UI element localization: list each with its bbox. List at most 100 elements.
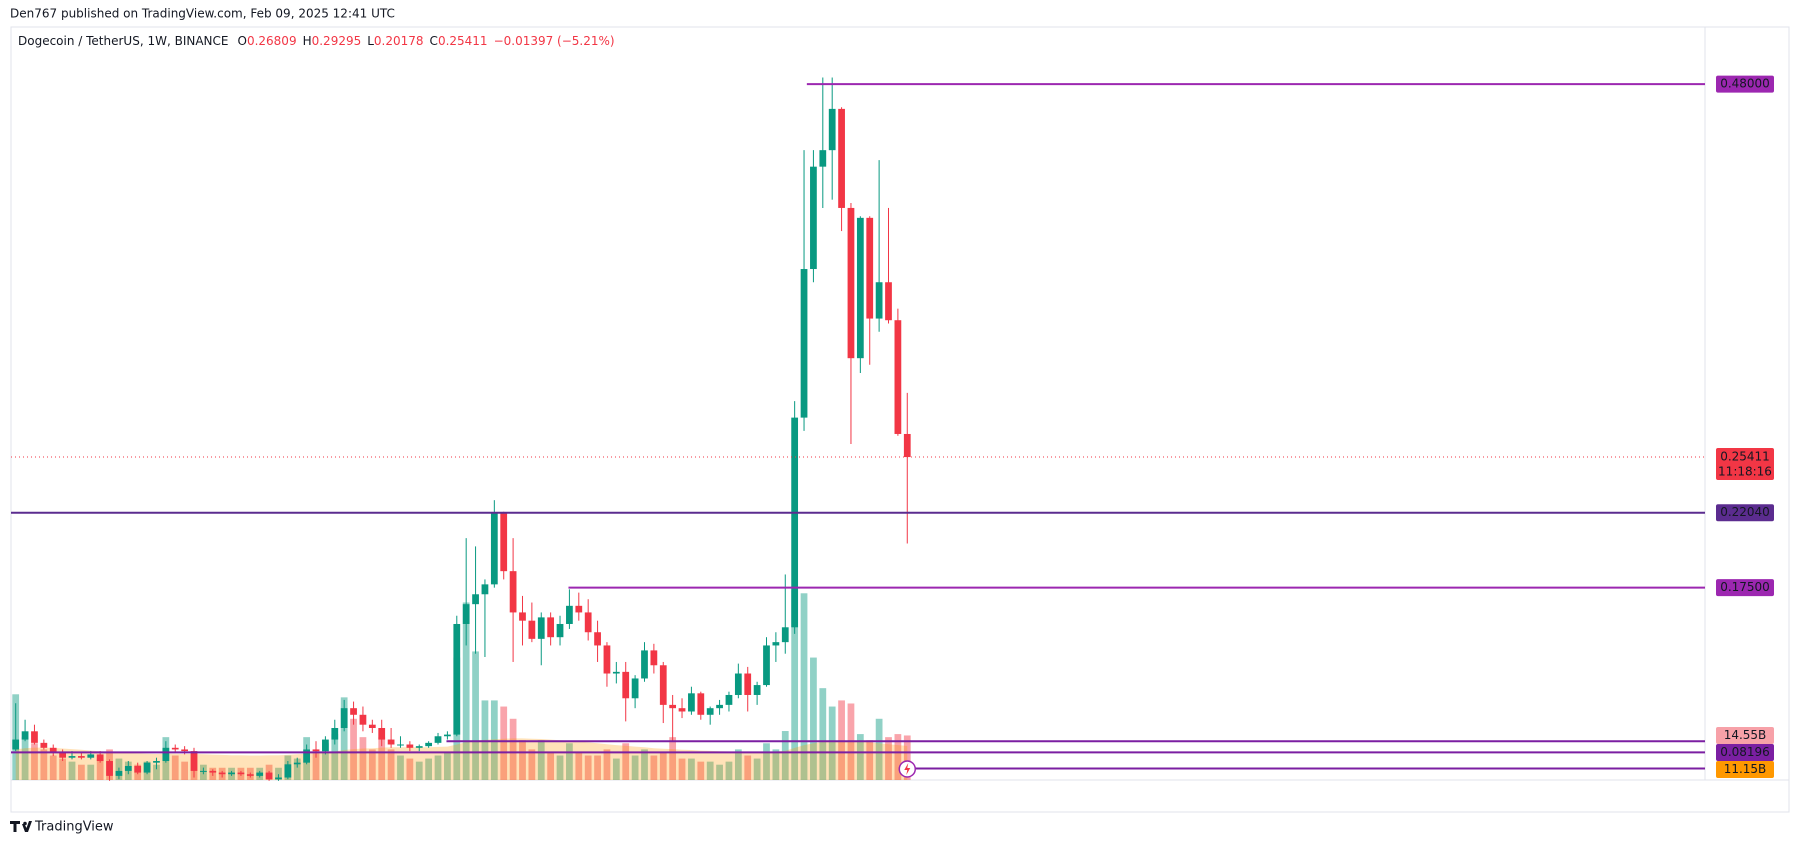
volume-bar xyxy=(331,734,339,780)
volume-bar xyxy=(481,700,489,780)
volume-bar xyxy=(753,758,761,780)
level-badge: 0.48000 xyxy=(1716,75,1774,93)
candle-body xyxy=(387,739,395,745)
volume-bar xyxy=(322,743,329,780)
candle-body xyxy=(397,744,404,746)
volume-bar xyxy=(819,688,827,780)
logo-icon xyxy=(10,821,32,832)
candle-body xyxy=(791,417,799,628)
candle-body xyxy=(481,584,489,595)
candle-body xyxy=(331,727,339,740)
publish-header: Den767 published on TradingView.com, Feb… xyxy=(10,7,395,21)
legend-key: L xyxy=(367,34,374,48)
volume-bar xyxy=(153,764,160,780)
candle-body xyxy=(378,727,386,740)
candle-body xyxy=(49,747,57,753)
candle-body xyxy=(406,744,414,748)
candle-body xyxy=(622,671,630,699)
candle-body xyxy=(340,708,348,728)
volume-bar xyxy=(500,706,508,780)
candle-body xyxy=(509,571,517,613)
candle-body xyxy=(575,605,583,613)
footer-text: TradingView xyxy=(34,820,114,835)
candle-body xyxy=(256,772,264,776)
volume-bar xyxy=(650,755,658,780)
candle-body xyxy=(547,617,555,638)
candle-body xyxy=(293,762,301,765)
volume-bar xyxy=(528,749,536,780)
legend-value: 0.20178 xyxy=(374,34,424,48)
candle-body xyxy=(519,612,526,621)
candle-body xyxy=(763,645,770,686)
volume-bar xyxy=(434,755,442,780)
candle-body xyxy=(312,749,320,752)
volume-bar xyxy=(340,697,348,780)
candle-body xyxy=(40,742,48,748)
volume-bar xyxy=(31,743,38,780)
volume-bar xyxy=(856,734,864,780)
candle-body xyxy=(838,108,845,208)
volume-badge: 11.15B xyxy=(1716,760,1774,778)
candle-body xyxy=(678,708,686,712)
volume-bar xyxy=(350,718,357,780)
volume-bar xyxy=(359,737,367,780)
volume-bar xyxy=(87,764,95,780)
candle-body xyxy=(462,604,470,624)
volume-bar xyxy=(96,758,104,780)
volume-bar xyxy=(697,761,705,780)
badge-label: 0.17500 xyxy=(1720,580,1770,594)
volume-bar xyxy=(490,700,498,780)
volume-bar xyxy=(622,743,630,780)
level-badge: 0.22040 xyxy=(1716,504,1774,522)
countdown-label: 11:18:16 xyxy=(1718,465,1772,479)
legend-value: 0.25411 xyxy=(438,34,488,48)
volume-bar xyxy=(828,706,836,780)
volume-bar xyxy=(631,755,639,780)
candle-body xyxy=(209,770,217,773)
volume-bar xyxy=(49,755,57,780)
candle-body xyxy=(303,749,311,763)
candle-body xyxy=(444,734,451,737)
candle-body xyxy=(706,708,714,715)
volume-bar xyxy=(462,602,470,780)
candle-body xyxy=(200,770,207,772)
candle-body xyxy=(612,671,620,674)
candle-body xyxy=(734,673,742,695)
volume-bar xyxy=(725,761,733,780)
candle-body xyxy=(228,772,235,775)
candle-body xyxy=(246,774,254,776)
volume-bar xyxy=(171,755,179,780)
volume-bar xyxy=(547,752,555,780)
volume-bar xyxy=(866,740,874,780)
badge-label: 11.15B xyxy=(1724,762,1767,776)
legend: Dogecoin / TetherUS, 1W, BINANCE O0.26809… xyxy=(18,34,615,48)
levels xyxy=(11,83,1705,770)
candle-body xyxy=(603,645,611,674)
candle-body xyxy=(171,747,179,750)
candle-body xyxy=(115,770,123,776)
volume-ma-area xyxy=(15,738,908,780)
candle-body xyxy=(490,513,498,585)
candle-body xyxy=(866,217,874,319)
volume-badge: 14.55B xyxy=(1716,726,1774,744)
candle-body xyxy=(68,756,76,758)
logo-dot xyxy=(23,821,27,826)
chart-frame xyxy=(10,26,1790,813)
candle-body xyxy=(31,731,38,743)
volume-bar xyxy=(78,764,85,780)
badge-bg xyxy=(1716,448,1774,481)
badge-bg xyxy=(1716,75,1774,93)
badge-label: 0.22040 xyxy=(1720,505,1770,519)
volume-bar xyxy=(406,758,414,780)
candle-body xyxy=(885,282,892,321)
legend-key: H xyxy=(303,34,312,48)
volume-bar xyxy=(894,734,902,780)
level-badge: 0.17500 xyxy=(1716,579,1774,597)
candles xyxy=(12,77,911,781)
badge-label: 14.55B xyxy=(1724,728,1767,742)
volume-bar xyxy=(293,758,301,780)
volume-bar xyxy=(378,737,386,780)
volume-bar xyxy=(575,752,583,780)
